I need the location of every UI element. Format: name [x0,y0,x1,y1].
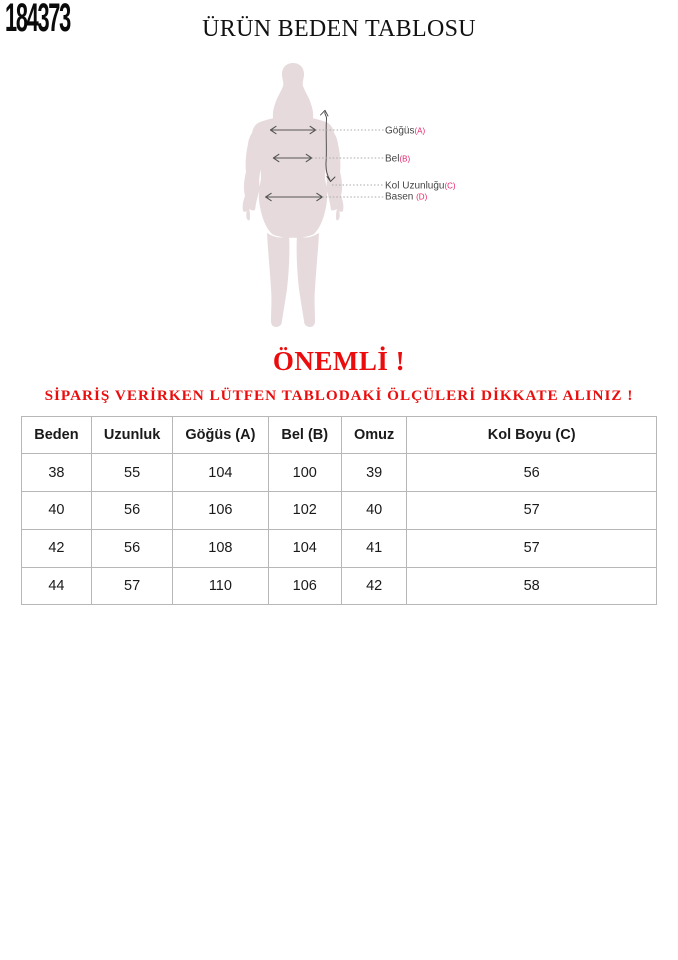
svg-text:Bel(B): Bel(B) [385,154,410,165]
svg-text:Basen (D): Basen (D) [385,192,428,203]
svg-text:Kol Uzunluğu(C): Kol Uzunluğu(C) [385,181,456,192]
svg-text:Göğüs(A): Göğüs(A) [385,126,425,137]
